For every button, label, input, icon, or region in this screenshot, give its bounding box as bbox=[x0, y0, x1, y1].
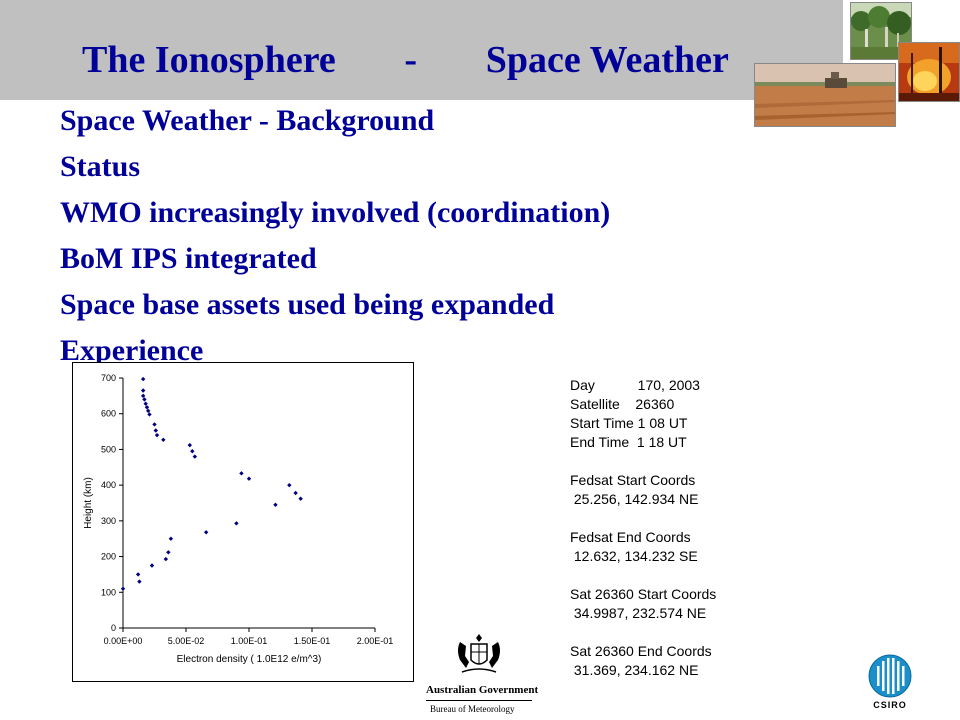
data-point bbox=[293, 490, 298, 496]
y-tick-label: 400 bbox=[101, 480, 116, 490]
data-point bbox=[287, 482, 292, 488]
title-left: The Ionosphere bbox=[82, 39, 336, 81]
chart-svg: 0 100 200 300 400 500 600 700 0.00E+00 5.00E-02 1.… bbox=[83, 373, 394, 665]
data-point bbox=[140, 388, 146, 393]
x-tick-label: 1.00E-01 bbox=[231, 636, 268, 646]
y-tick-label: 300 bbox=[101, 516, 116, 526]
info-line: Satellite 26360 bbox=[570, 396, 675, 412]
data-point bbox=[140, 376, 146, 382]
info-line: 25.256, 142.934 NE bbox=[570, 491, 699, 507]
data-point bbox=[154, 432, 160, 438]
x-tick-label: 2.00E-01 bbox=[357, 636, 394, 646]
page-title: The Ionosphere - Space Weather bbox=[82, 38, 729, 82]
data-point bbox=[135, 572, 141, 577]
data-point bbox=[140, 393, 146, 399]
data-point bbox=[152, 422, 157, 427]
info-line bbox=[570, 623, 716, 642]
x-tick-label: 0.00E+00 bbox=[104, 636, 143, 646]
agency-name: Bureau of Meteorology bbox=[430, 704, 515, 714]
data-point bbox=[298, 496, 303, 501]
bullet-list: Space Weather - Background Status WMO in… bbox=[60, 98, 610, 374]
info-line bbox=[570, 452, 716, 471]
data-point bbox=[273, 502, 278, 507]
x-tick-label: 1.50E-01 bbox=[294, 636, 331, 646]
data-point bbox=[166, 550, 171, 555]
forest-photo-icon bbox=[850, 2, 912, 60]
y-tick-label: 500 bbox=[101, 444, 116, 454]
csiro-globe-icon bbox=[868, 654, 912, 698]
info-line: 34.9987, 232.574 NE bbox=[570, 605, 707, 621]
data-point bbox=[146, 408, 151, 414]
data-point bbox=[144, 405, 150, 410]
government-name: Australian Government bbox=[426, 684, 539, 696]
y-tick-label: 100 bbox=[101, 587, 116, 597]
data-point bbox=[120, 586, 126, 591]
y-tick-label: 700 bbox=[101, 373, 116, 383]
title-right: Space Weather bbox=[485, 39, 729, 81]
electron-density-chart: 0 100 200 300 400 500 600 700 0.00E+00 5.00E-02 1.… bbox=[72, 362, 414, 682]
bullet-item: BoM IPS integrated bbox=[60, 242, 317, 275]
data-point bbox=[161, 437, 166, 442]
data-point bbox=[168, 536, 174, 541]
data-point bbox=[149, 563, 155, 568]
data-point bbox=[239, 471, 244, 476]
bullet-item: Status bbox=[60, 150, 141, 183]
y-tick-label: 600 bbox=[101, 409, 116, 419]
bullet-item: Experience bbox=[60, 334, 204, 367]
header-band bbox=[0, 0, 843, 100]
data-point bbox=[192, 454, 198, 459]
data-point bbox=[142, 397, 147, 402]
info-line: 12.632, 134.232 SE bbox=[570, 548, 698, 564]
x-tick-label: 5.00E-02 bbox=[168, 636, 205, 646]
data-point bbox=[137, 579, 142, 584]
data-point bbox=[153, 428, 158, 433]
bullet-item: WMO increasingly involved (coordination) bbox=[60, 196, 611, 229]
info-line: Fedsat End Coords bbox=[570, 529, 691, 545]
data-point bbox=[190, 449, 195, 454]
data-point bbox=[203, 530, 209, 535]
data-point bbox=[147, 412, 152, 417]
info-line: 31.369, 234.162 NE bbox=[570, 662, 699, 678]
info-line bbox=[570, 509, 716, 528]
info-line: End Time 1 18 UT bbox=[570, 434, 687, 450]
csiro-wordmark: CSIRO bbox=[873, 700, 907, 710]
info-line bbox=[570, 566, 716, 585]
data-point bbox=[163, 556, 169, 562]
data-point bbox=[234, 521, 239, 526]
x-axis-label: Electron density ( 1.0E12 e/m^3) bbox=[177, 654, 322, 665]
bullet-item: Space Weather - Background bbox=[60, 104, 435, 137]
satellite-info-panel: Day 170, 2003 Satellite 26360 Start Time 1… bbox=[570, 376, 716, 680]
csiro-logo: CSIRO bbox=[866, 652, 914, 714]
info-line: Sat 26360 End Coords bbox=[570, 643, 712, 659]
title-separator: - bbox=[404, 39, 418, 81]
y-tick-label: 200 bbox=[101, 552, 116, 562]
info-line: Fedsat Start Coords bbox=[570, 472, 696, 488]
data-point bbox=[143, 401, 148, 406]
info-line: Day 170, 2003 bbox=[570, 377, 700, 393]
bullet-item: Space base assets used being expanded bbox=[60, 288, 555, 321]
data-point bbox=[187, 442, 192, 448]
australian-government-logo: Australian Government Bureau of Meteorol… bbox=[420, 632, 538, 716]
y-tick-label: 0 bbox=[111, 623, 116, 633]
coat-of-arms-icon bbox=[458, 634, 500, 673]
info-line: Sat 26360 Start Coords bbox=[570, 586, 717, 602]
bushfire-photo-icon bbox=[898, 42, 960, 102]
logo-divider bbox=[426, 700, 532, 701]
y-axis-label: Height (km) bbox=[83, 477, 94, 529]
info-line: Start Time 1 08 UT bbox=[570, 415, 688, 431]
wheat-field-photo-icon bbox=[754, 63, 896, 127]
data-point bbox=[246, 476, 252, 481]
